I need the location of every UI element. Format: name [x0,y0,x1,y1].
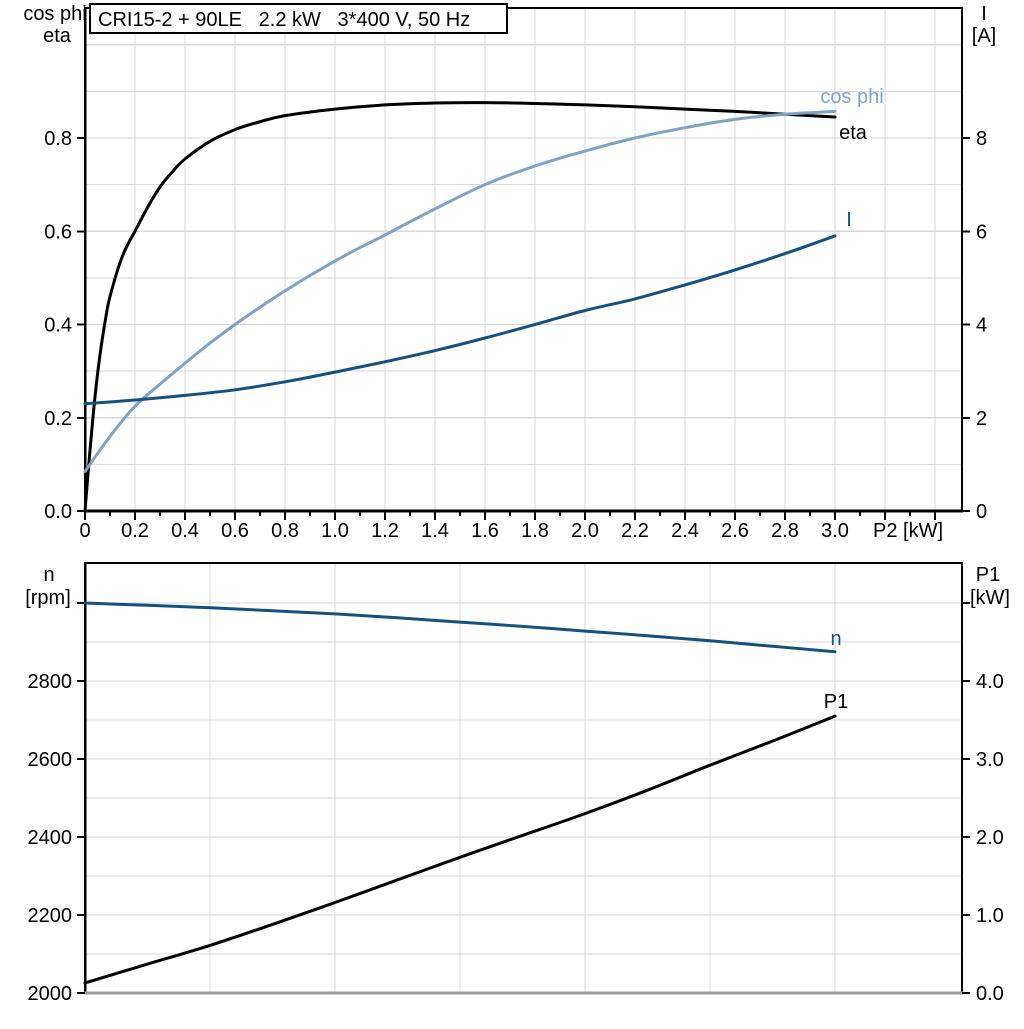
right-axis-tick-label: 8 [976,128,987,150]
x-axis-tick-label: 0.2 [121,520,149,542]
x-axis-unit-label: P2 [kW] [873,520,943,542]
current-curve [83,234,837,406]
eta-curve-label: eta [839,122,868,144]
left-axis-tick-label: 2400 [28,827,73,849]
cos-phi-curve-label: cos phi [820,86,883,108]
right-axis-title: [A] [972,25,996,47]
left-axis-title: [rpm] [25,587,71,609]
x-axis-tick-label: 0.8 [271,520,299,542]
input-power-curve [83,714,837,985]
right-axis-title: [kW] [970,587,1010,609]
x-axis-tick-label: 1.6 [471,520,499,542]
right-axis-tick-label: 3.0 [976,749,1004,771]
x-axis-tick-label: 1.0 [321,520,349,542]
left-axis-tick-label: 0.4 [44,315,72,337]
right-axis-tick-label: 2 [976,408,987,430]
left-axis-title: eta [43,25,72,47]
right-axis-tick-label: 4 [976,315,987,337]
left-axis-title: cos phi [23,3,86,25]
x-axis-tick-label: 0 [79,520,90,542]
left-axis-tick-label: 0.6 [44,221,72,243]
right-axis-tick-label: 6 [976,221,987,243]
right-axis-title: P1 [976,564,1000,586]
input-power-curve-label: P1 [824,691,848,713]
speed-curve-label: n [830,628,841,650]
speed-curve [83,601,837,654]
chart-title: CRI15-2 + 90LE 2.2 kW 3*400 V, 50 Hz [98,9,470,31]
x-axis-tick-label: 0.6 [221,520,249,542]
x-axis-tick-label: 2.0 [571,520,599,542]
left-axis-title: n [43,564,54,586]
x-axis-tick-label: 1.8 [521,520,549,542]
right-axis-tick-label: 2.0 [976,827,1004,849]
right-axis-title: I [981,3,987,25]
left-axis-tick-label: 2800 [28,671,73,693]
right-axis-tick-label: 0 [976,501,987,523]
eta-curve [83,101,837,513]
x-axis-tick-label: 0.4 [171,520,199,542]
title-box [89,3,508,34]
left-axis-tick-label: 2200 [28,905,73,927]
x-axis-tick-label: 2.2 [621,520,649,542]
cos-phi-curve [83,109,837,473]
left-axis-tick-label: 0.2 [44,408,72,430]
x-axis-tick-label: 1.4 [421,520,449,542]
left-axis-tick-label: 0.0 [44,501,72,523]
x-axis-tick-label: 2.8 [771,520,799,542]
x-axis-tick-label: 1.2 [371,520,399,542]
right-axis-tick-label: 0.0 [976,983,1004,1005]
x-axis-tick-label: 2.6 [721,520,749,542]
x-axis-tick-label: 3.0 [821,520,849,542]
right-axis-tick-label: 4.0 [976,671,1004,693]
x-axis-tick-label: 2.4 [671,520,699,542]
left-axis-tick-label: 2600 [28,749,73,771]
left-axis-tick-label: 0.8 [44,128,72,150]
left-axis-tick-label: 2000 [28,983,73,1005]
current-curve-label: I [846,209,852,231]
right-axis-tick-label: 1.0 [976,905,1004,927]
